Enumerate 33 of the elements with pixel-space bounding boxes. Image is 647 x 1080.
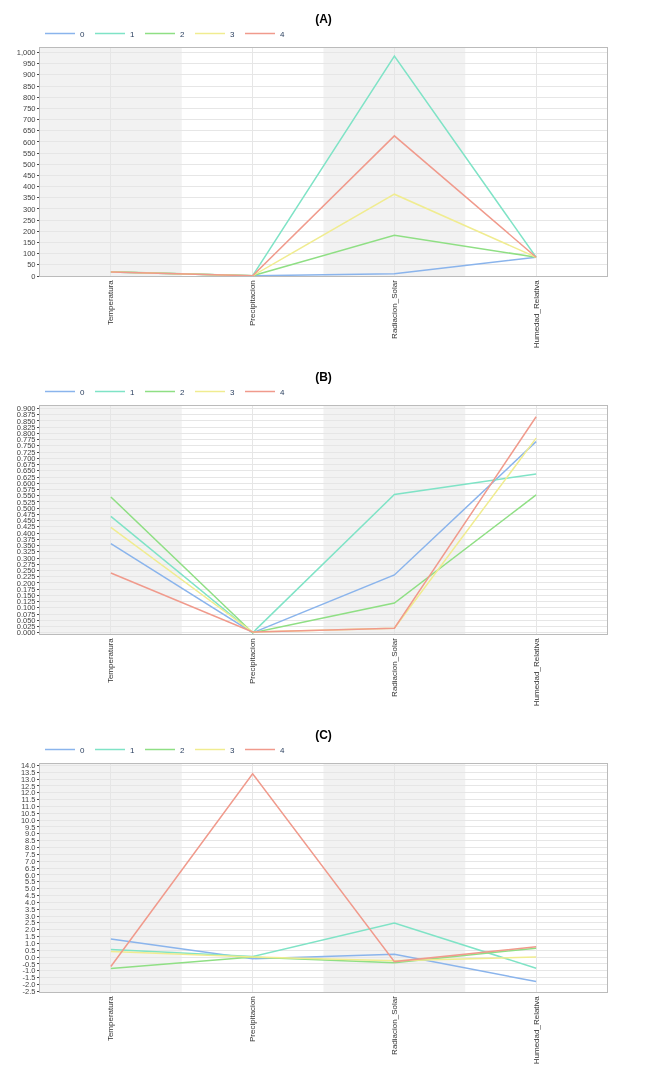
legend-label: 2 bbox=[180, 29, 185, 39]
x-tick-label: Precipitacion bbox=[248, 996, 258, 1043]
x-tick-label: Humedad_Relativa bbox=[531, 995, 541, 1065]
x-tick-label: Temperatura bbox=[106, 995, 116, 1042]
legend-label: 3 bbox=[230, 29, 235, 39]
legend-label: 1 bbox=[130, 745, 135, 755]
legend-label: 4 bbox=[280, 387, 285, 397]
legend-label: 0 bbox=[80, 29, 85, 39]
legend-label: 0 bbox=[80, 745, 85, 755]
x-tick-label: Temperatura bbox=[106, 637, 116, 684]
x-tick-label: Humedad_Relativa bbox=[531, 279, 541, 349]
legend-label: 3 bbox=[230, 387, 235, 397]
x-tick-label: Precipitacion bbox=[248, 280, 258, 327]
legend-label: 4 bbox=[280, 29, 285, 39]
chart-title: (C) bbox=[315, 727, 332, 742]
x-tick-label: Radiacion_Solar bbox=[389, 637, 399, 697]
chart-title: (B) bbox=[315, 369, 332, 384]
x-tick-label: Temperatura bbox=[106, 279, 116, 326]
x-tick-label: Humedad_Relativa bbox=[531, 637, 541, 707]
legend-label: 4 bbox=[280, 745, 285, 755]
x-tick-label: Precipitacion bbox=[248, 638, 258, 685]
chart-title: (A) bbox=[315, 11, 332, 26]
legend-label: 2 bbox=[180, 387, 185, 397]
legend-label: 3 bbox=[230, 745, 235, 755]
x-tick-label: Radiacion_Solar bbox=[389, 279, 399, 339]
legend-label: 1 bbox=[130, 29, 135, 39]
legend-label: 2 bbox=[180, 745, 185, 755]
legend-label: 1 bbox=[130, 387, 135, 397]
line-series bbox=[110, 922, 537, 969]
x-tick-label: Radiacion_Solar bbox=[389, 995, 399, 1055]
legend-label: 0 bbox=[80, 387, 85, 397]
line-series bbox=[110, 772, 537, 968]
line-series bbox=[110, 135, 537, 276]
